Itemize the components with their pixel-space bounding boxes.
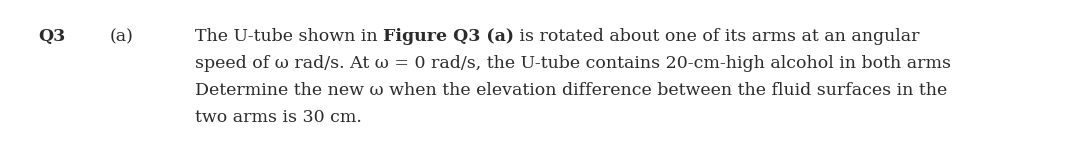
Text: is rotated about one of its arms at an angular: is rotated about one of its arms at an a… bbox=[514, 28, 920, 45]
Text: Determine the new ω when the elevation difference between the fluid surfaces in : Determine the new ω when the elevation d… bbox=[195, 82, 947, 99]
Text: Figure Q3 (a): Figure Q3 (a) bbox=[383, 28, 514, 45]
Text: Q3: Q3 bbox=[38, 28, 65, 45]
Text: (a): (a) bbox=[110, 28, 134, 45]
Text: The U-tube shown in: The U-tube shown in bbox=[195, 28, 383, 45]
Text: speed of ω rad/s. At ω = 0 rad/s, the U-tube contains 20-cm-high alcohol in both: speed of ω rad/s. At ω = 0 rad/s, the U-… bbox=[195, 55, 951, 72]
Text: two arms is 30 cm.: two arms is 30 cm. bbox=[195, 109, 362, 126]
